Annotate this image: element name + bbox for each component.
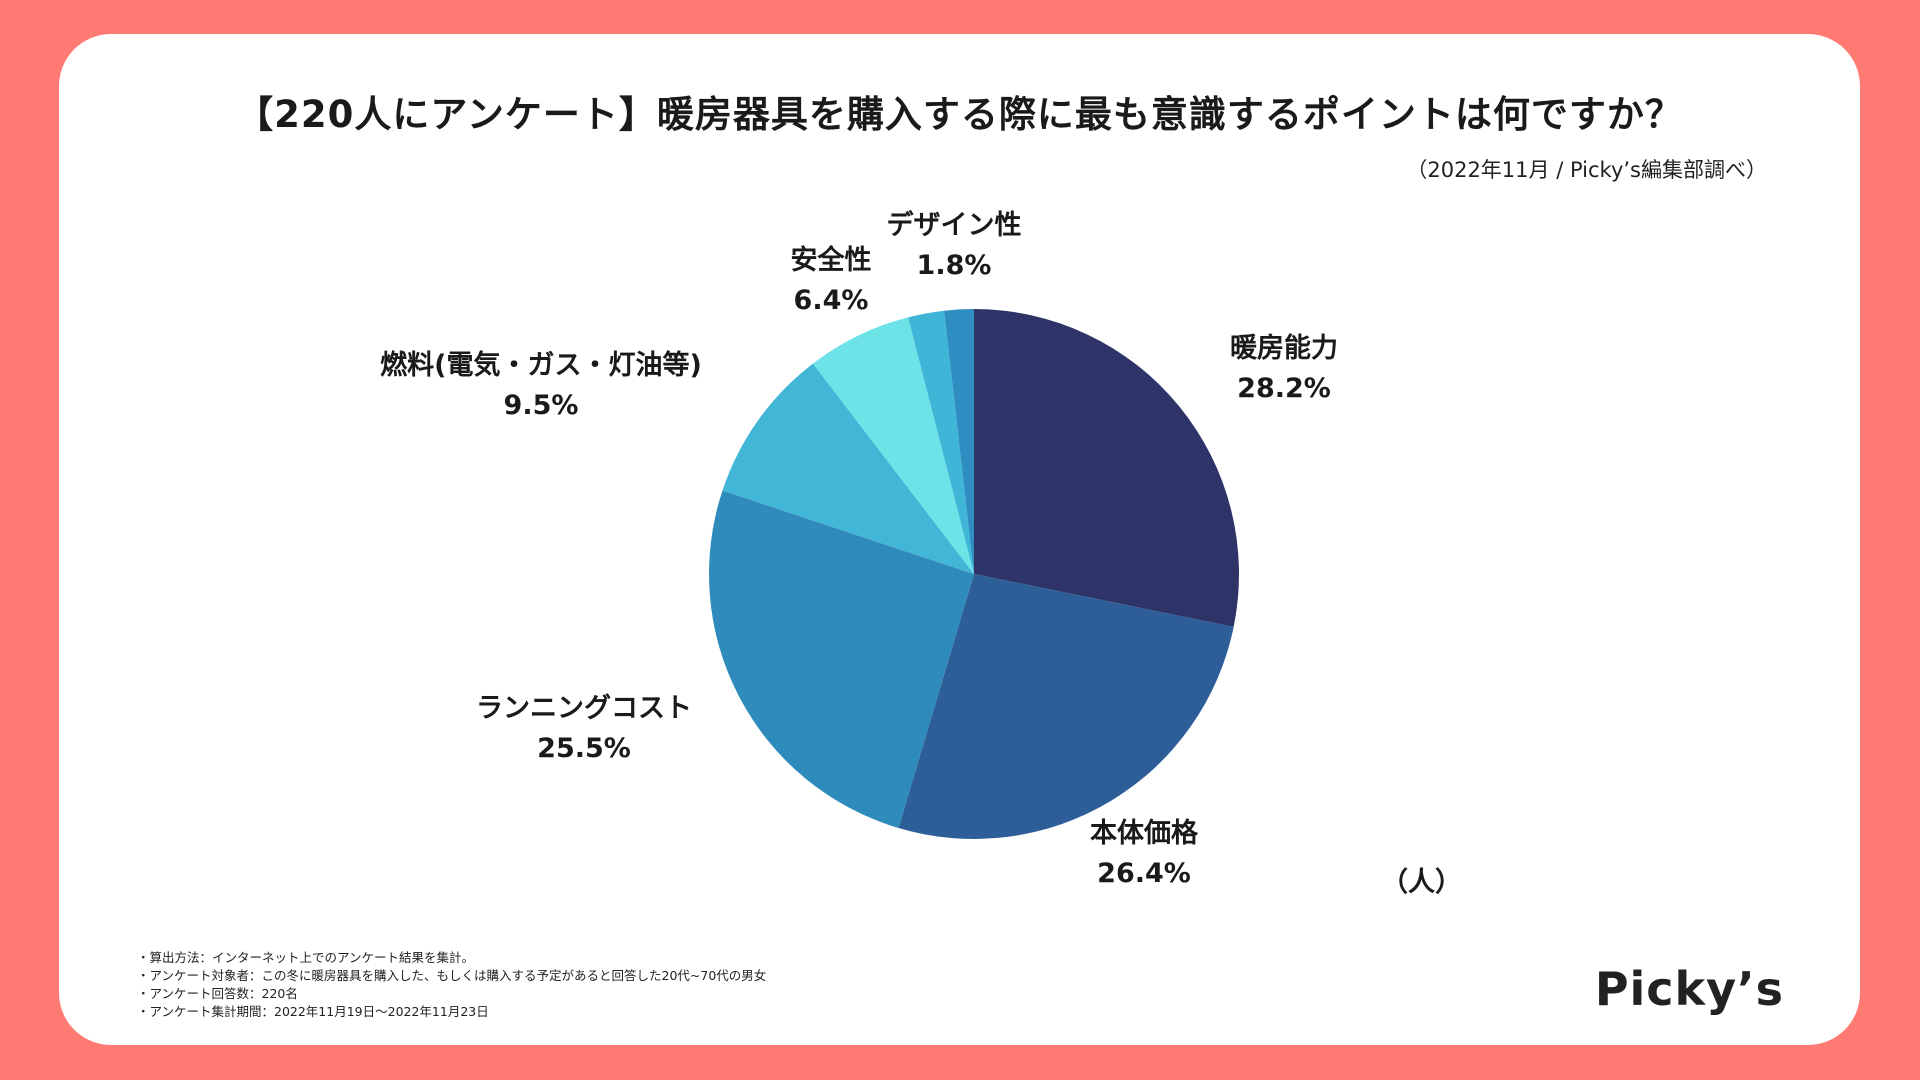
slice-label-name: 暖房能力 [1230,333,1338,364]
footnote-period: ・アンケート集計期間：2022年11月19日〜2022年11月23日 [137,1004,489,1019]
pie-slice [722,363,974,574]
chart-card: 【220人にアンケート】暖房器具を購入する際に最も意識するポイントは何ですか？ … [59,34,1860,1045]
slice-label: 燃料(電気・ガス・灯油等) 9.5% [380,346,702,426]
footnote-target: ・アンケート対象者：この冬に暖房器具を購入した、もしくは購入する予定があると回答… [137,968,767,983]
pie-slice [974,309,1239,627]
slice-label: 本体価格 26.4% [1090,814,1198,894]
slice-label-value: 6.4% [793,285,869,316]
unit-label: （人） [1381,867,1462,898]
pie-slice [898,574,1234,840]
slice-label: 安全性 6.4% [791,241,872,321]
slice-label-name: 本体価格 [1090,818,1198,849]
chart-title: 【220人にアンケート】暖房器具を購入する際に最も意識するポイントは何ですか？ [236,93,1683,136]
brand-logo: Picky’s [1594,962,1784,1016]
slice-label-name: デザイン性 [886,210,1022,241]
footnote-method: ・算出方法：インターネット上でのアンケート結果を集計。 [137,950,475,965]
slice-label-value: 1.8% [916,250,992,281]
source-note: （2022年11月 / Picky’s編集部調べ） [1406,158,1767,182]
pie-slice [944,309,974,574]
pie-slice [812,317,974,574]
slice-label-value: 28.2% [1237,373,1331,404]
slice-label: デザイン性 1.8% [887,206,1022,286]
pie-slice [708,490,974,829]
slice-label: 暖房能力 28.2% [1230,329,1338,409]
footnote-count: ・アンケート回答数：220名 [137,986,298,1001]
slice-label-value: 25.5% [537,733,631,764]
slice-label-value: 9.5% [503,390,579,421]
slice-label-name: 安全性 [790,245,872,276]
footnotes: ・算出方法：インターネット上でのアンケート結果を集計。 ・アンケート対象者：この… [137,949,766,1021]
slice-label-name: ランニングコスト [476,693,692,724]
pie-slice [908,310,974,574]
slice-label: ランニングコスト 25.5% [476,689,692,769]
pie-chart [708,309,1239,840]
slice-label-value: 26.4% [1097,858,1191,889]
slice-label-name: 燃料(電気・ガス・灯油等) [380,350,702,381]
